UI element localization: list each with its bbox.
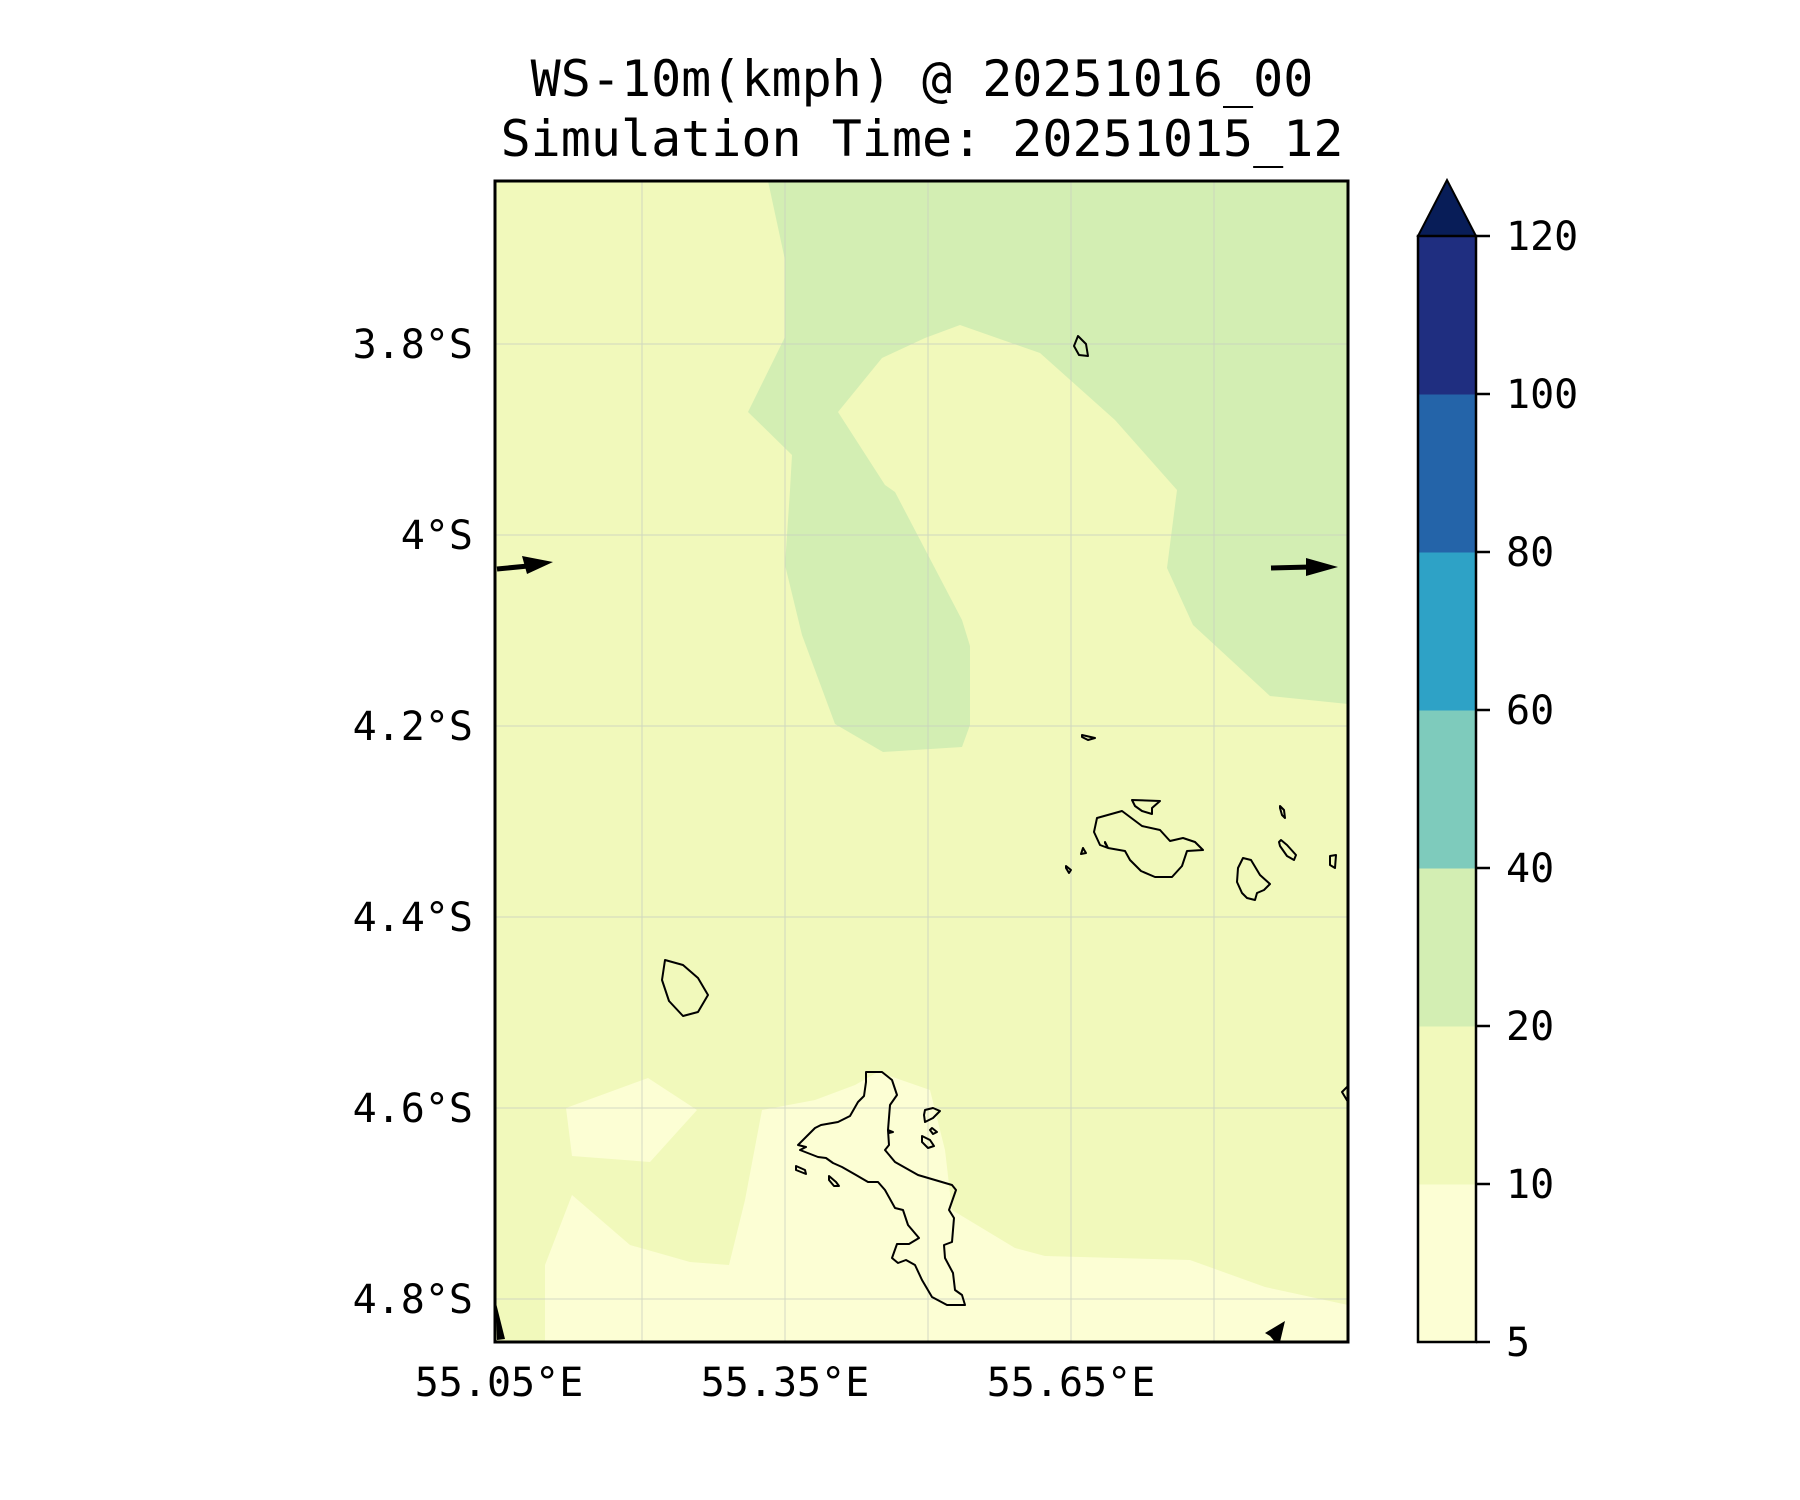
colorbar: 5 10 20 40 60 80 100 120 [1416,177,1578,1366]
islet-coast [929,1127,938,1135]
lon-tick-label: 55.05°E [415,1360,584,1406]
coastlines [661,335,1348,1306]
lat-tick-label: 4.8°S [353,1277,473,1323]
longitude-labels: 55.05°E 55.35°E 55.65°E [415,1360,1156,1406]
speed-field-5-10-south [545,1072,1348,1342]
lat-tick-label: 4.6°S [353,1086,473,1132]
islet-coast [828,1175,840,1187]
colorbar-segments [1418,236,1476,1343]
colorbar-segment [1418,1184,1476,1343]
colorbar-extend-triangle [1416,177,1478,237]
figure-title-line2: Simulation Time: 20251015_12 [501,110,1344,168]
wind-arrow [496,563,529,572]
wind-arrow-head [1265,1321,1285,1342]
wind-arrow-head [496,1303,505,1340]
lat-tick-label: 3.8°S [353,322,473,368]
colorbar-tick-label: 80 [1506,530,1554,576]
map-frame [493,179,1350,1344]
islet-coast [1341,1085,1348,1103]
mahe-island-coast [797,1071,966,1306]
colorbar-ticks: 5 10 20 40 60 80 100 120 [1476,214,1578,1366]
islet-coast [887,1129,894,1134]
la-digue-island-coast [1236,857,1271,901]
islet-coast [795,1165,807,1175]
praslin-island-coast [1093,810,1204,878]
silhouette-island-coast [661,959,709,1017]
colorbar-tick-label: 120 [1506,214,1578,260]
colorbar-segment [1418,552,1476,711]
aride-island-coast [1073,335,1089,357]
colorbar-segment [1418,236,1476,395]
colorbar-tick-label: 60 [1506,688,1554,734]
lon-tick-label: 55.65°E [987,1360,1156,1406]
islet-coast [923,1107,941,1123]
colorbar-frame [1416,234,1478,1344]
islet-coast [1279,805,1286,819]
curieuse-island-coast [1131,799,1161,815]
islet-coast [1065,865,1072,874]
speed-field-20-40 [748,181,1348,752]
bird-islet-coast [1081,734,1096,741]
colorbar-segment [1418,1026,1476,1185]
map-panel [495,181,1348,1342]
colorbar-tick-label: 20 [1506,1004,1554,1050]
wind-arrow [1270,564,1311,571]
lon-tick-label: 55.35°E [701,1360,870,1406]
lat-tick-label: 4°S [401,513,473,559]
islet-coast [1329,854,1337,869]
colorbar-segment [1418,394,1476,553]
colorbar-tick-label: 5 [1506,1320,1530,1366]
islet-coast [921,1135,935,1149]
colorbar-segment [1418,868,1476,1027]
colorbar-tick-label: 100 [1506,372,1578,418]
speed-field-5-10-west [566,1078,697,1162]
lat-tick-label: 4.4°S [353,895,473,941]
wind-arrow-head [1306,558,1338,576]
wind-arrow-head [522,556,553,574]
latitude-labels: 3.8°S 4°S 4.2°S 4.4°S 4.6°S 4.8°S [353,322,473,1323]
felicite-island-coast [1278,839,1297,861]
colorbar-tick-label: 40 [1506,846,1554,892]
islet-coast [1080,847,1087,855]
colorbar-segment [1418,710,1476,869]
colorbar-tick-label: 10 [1506,1162,1554,1208]
lat-tick-label: 4.2°S [353,704,473,750]
figure-title-line1: WS-10m(kmph) @ 20251016_00 [531,50,1314,108]
wind-vectors [496,556,1338,1342]
